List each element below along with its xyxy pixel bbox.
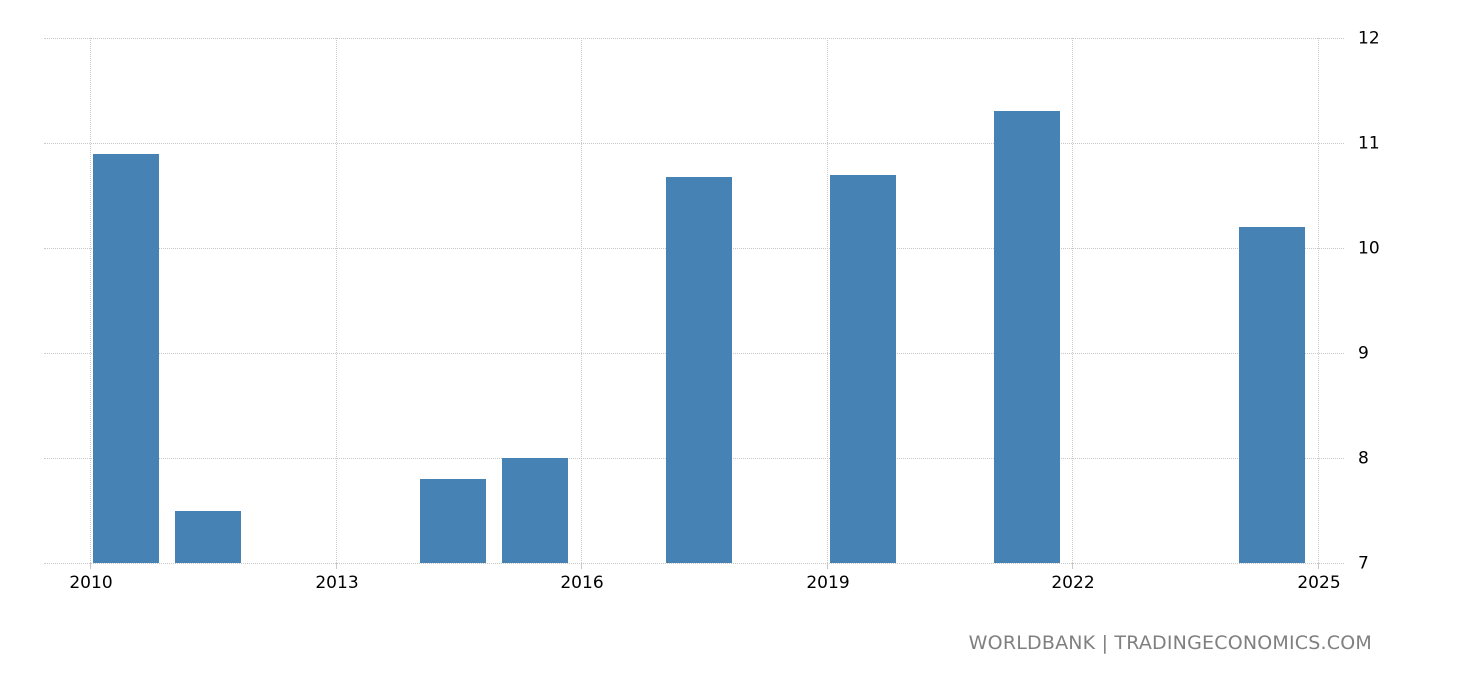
bar-2017	[666, 177, 732, 563]
v-gridline	[336, 38, 337, 563]
y-tick-label: 9	[1358, 343, 1369, 364]
v-gridline	[1318, 38, 1319, 563]
v-gridline	[581, 38, 582, 563]
bar-2010	[93, 154, 159, 563]
bar-2019	[830, 175, 896, 563]
v-gridline	[1072, 38, 1073, 563]
x-tick-mark	[1318, 563, 1319, 569]
x-tick-label: 2019	[806, 573, 850, 593]
bar-2024	[1239, 227, 1305, 563]
h-gridline	[44, 563, 1344, 564]
x-tick-mark	[827, 563, 828, 569]
x-tick-mark	[1072, 563, 1073, 569]
y-tick-label: 12	[1358, 28, 1380, 49]
y-tick-label: 8	[1358, 448, 1369, 469]
x-tick-label: 2016	[560, 573, 604, 593]
y-tick-label: 10	[1358, 238, 1380, 259]
x-tick-label: 2013	[315, 573, 359, 593]
bar-2011	[175, 511, 241, 563]
x-tick-mark	[90, 563, 91, 569]
source-watermark: WORLDBANK | TRADINGECONOMICS.COM	[968, 632, 1372, 654]
x-tick-mark	[581, 563, 582, 569]
h-gridline	[44, 143, 1344, 144]
bar-2021	[994, 111, 1060, 563]
v-gridline	[827, 38, 828, 563]
y-tick-label: 11	[1358, 133, 1380, 154]
bar-2015	[502, 458, 568, 563]
x-tick-label: 2010	[69, 573, 113, 593]
x-tick-label: 2025	[1297, 573, 1341, 593]
x-tick-label: 2022	[1051, 573, 1095, 593]
x-tick-mark	[336, 563, 337, 569]
y-tick-label: 7	[1358, 553, 1369, 574]
bar-2014	[420, 479, 486, 563]
h-gridline	[44, 38, 1344, 39]
v-gridline	[90, 38, 91, 563]
